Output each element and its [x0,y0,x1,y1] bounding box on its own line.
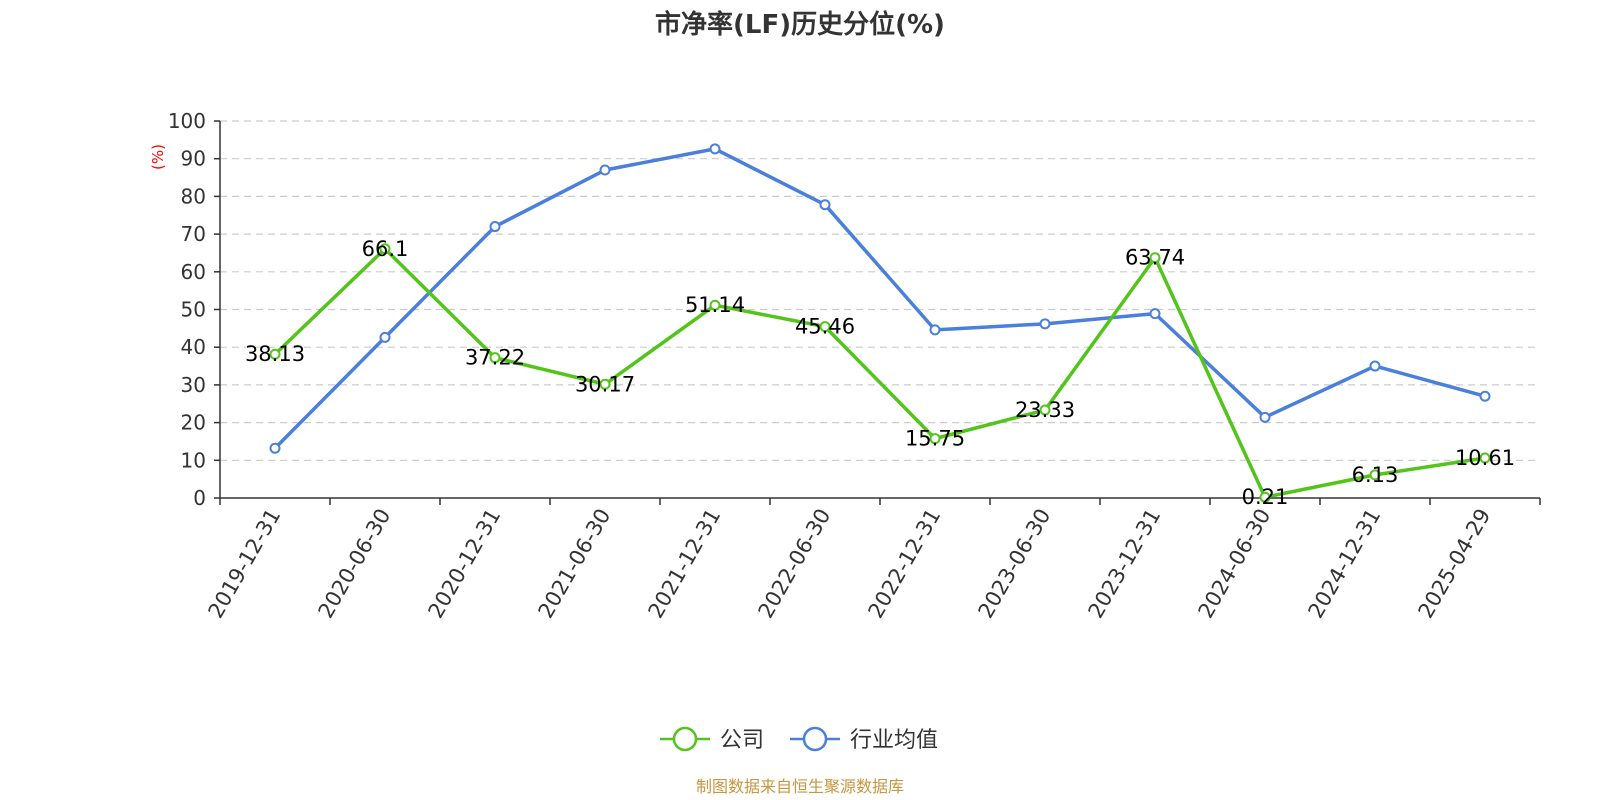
data-label: 45.46 [795,315,855,339]
legend-label[interactable]: 公司 [720,728,764,753]
data-point[interactable] [1479,390,1491,402]
data-point[interactable] [489,352,501,364]
y-tick-label: 80 [181,184,206,208]
data-point[interactable] [599,164,611,176]
data-label: 23.33 [1015,398,1075,422]
data-label: 51.14 [685,293,745,317]
data-point[interactable] [1149,252,1161,264]
chart-title: 市净率(LF)历史分位(%) [655,9,945,40]
x-tick-label: 2023-12-31 [1084,505,1166,623]
source-note: 制图数据来自恒生聚源数据库 [696,777,904,796]
x-tick-label: 2021-06-30 [534,505,616,623]
data-label: 6.13 [1352,463,1399,487]
data-point[interactable] [1259,411,1271,423]
data-label: 38.13 [245,342,305,366]
data-point[interactable] [1479,452,1491,464]
data-point[interactable] [489,221,501,233]
x-tick-label: 2023-06-30 [974,505,1056,623]
data-labels: 38.13 66.1 37.22 30.17 51.14 45.46 15.75 23.33 6… [245,237,1515,509]
x-tick-label: 2022-06-30 [754,505,836,623]
y-tick-label: 20 [181,411,206,435]
y-tick-label: 100 [168,109,206,133]
series-line [273,247,1486,499]
data-label: 30.17 [575,372,635,396]
data-label: 66.1 [362,237,409,261]
data-label: 37.22 [465,346,525,370]
data-point[interactable] [929,433,941,445]
x-tick-label: 2019-12-31 [204,505,286,623]
data-point[interactable] [1369,360,1381,372]
data-point[interactable] [1039,404,1051,416]
y-tick-label: 0 [193,486,206,510]
grid-lines [220,120,1540,461]
data-point[interactable] [379,243,391,255]
legend-label[interactable]: 行业均值 [850,728,938,753]
x-tick-label: 2024-12-31 [1304,505,1386,623]
data-point[interactable] [709,143,721,155]
data-point[interactable] [269,442,281,454]
data-point[interactable] [1259,491,1271,503]
y-tick-label: 70 [181,222,206,246]
data-point[interactable] [709,299,721,311]
y-tick-label: 30 [181,373,206,397]
legend-marker[interactable] [672,726,698,752]
y-tick-label: 10 [181,448,206,472]
y-axis-label: (%) [149,144,167,170]
legend-marker[interactable] [802,726,828,752]
x-tick-label: 2020-06-30 [314,505,396,623]
data-point[interactable] [819,321,831,333]
data-point[interactable] [819,199,831,211]
y-tick-label: 60 [181,260,206,284]
series-lines [269,143,1491,503]
data-point[interactable] [599,378,611,390]
data-point[interactable] [1369,469,1381,481]
x-tick-label: 2022-12-31 [864,505,946,623]
y-tick-label: 50 [181,298,206,322]
x-tick-label: 2024-06-30 [1194,505,1276,623]
series-line [273,147,1486,450]
data-label: 15.75 [905,427,965,451]
data-point[interactable] [1149,308,1161,320]
x-tick-label: 2021-12-31 [644,505,726,623]
x-tick-label: 2020-12-31 [424,505,506,623]
x-tick-label: 2025-04-29 [1414,505,1496,623]
data-label: 63.74 [1125,246,1185,270]
axes: 0 10 20 30 40 50 60 70 80 90 100 2019-12-31 2020-06-… [168,109,1541,623]
data-point[interactable] [1039,318,1051,330]
data-point[interactable] [929,324,941,336]
data-point[interactable] [269,348,281,360]
data-point[interactable] [379,331,391,343]
y-tick-label: 90 [181,147,206,171]
legend: 公司 行业均值 [660,726,938,753]
data-label: 10.61 [1455,446,1515,470]
y-tick-label: 40 [181,335,206,359]
data-label: 0.21 [1242,485,1289,509]
